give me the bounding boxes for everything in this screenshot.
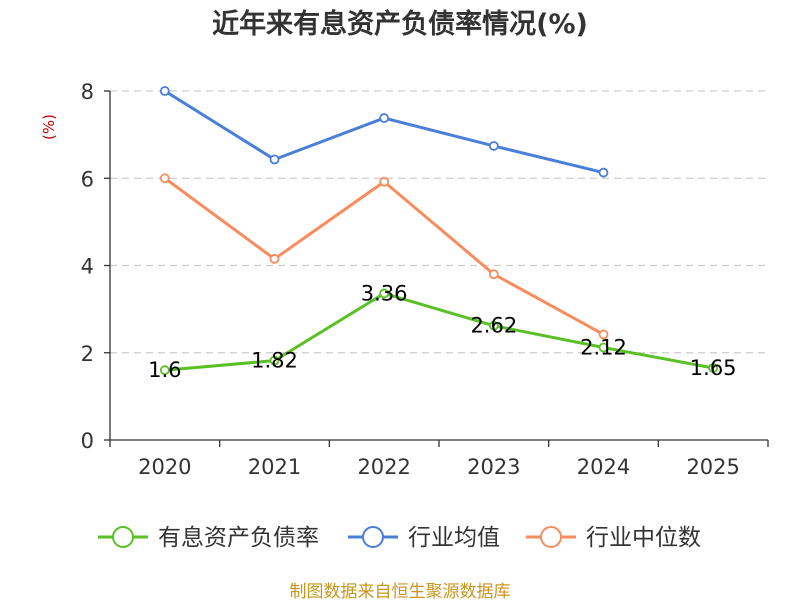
data-labels: 1.6 1.82 3.36 2.62 2.12 1.65 bbox=[148, 281, 736, 382]
data-point bbox=[159, 173, 170, 184]
data-point bbox=[379, 176, 390, 187]
data-point bbox=[488, 269, 499, 280]
y-tick-label: 4 bbox=[81, 255, 94, 279]
data-point bbox=[598, 167, 609, 178]
legend-item-2[interactable]: 行业中位数 bbox=[526, 525, 701, 551]
data-label: 2.62 bbox=[470, 314, 517, 338]
data-point bbox=[379, 113, 390, 123]
y-axis-unit: (%) bbox=[40, 114, 58, 140]
data-label: 2.12 bbox=[580, 336, 627, 360]
axes: 0 2 4 6 8 2020 2021 2022 2023 2024 2025 bbox=[81, 80, 769, 479]
y-tick-label: 8 bbox=[81, 80, 94, 104]
x-tick-label: 2021 bbox=[248, 455, 301, 479]
data-point bbox=[159, 86, 170, 96]
series-line-2 bbox=[163, 177, 605, 336]
x-tick-label: 2020 bbox=[138, 455, 191, 479]
legend-label: 行业均值 bbox=[408, 525, 500, 551]
legend-item-1[interactable]: 行业均值 bbox=[348, 525, 500, 551]
data-label: 1.6 bbox=[148, 358, 181, 382]
legend-label: 行业中位数 bbox=[586, 525, 701, 551]
data-label: 3.36 bbox=[361, 281, 408, 305]
y-tick-label: 6 bbox=[81, 167, 94, 191]
data-point bbox=[269, 254, 280, 264]
data-point bbox=[379, 288, 390, 299]
series-line-1 bbox=[164, 89, 604, 175]
data-label: 1.65 bbox=[690, 356, 737, 380]
data-point bbox=[598, 329, 609, 340]
x-tick-label: 2025 bbox=[686, 455, 739, 479]
data-point bbox=[159, 365, 170, 376]
data-point bbox=[269, 154, 280, 165]
legend-swatch-marker bbox=[362, 526, 384, 548]
data-point bbox=[488, 141, 499, 151]
source-note: 制图数据来自恒生聚源数据库 bbox=[290, 582, 511, 600]
y-tick-label: 0 bbox=[81, 429, 94, 453]
legend-swatch-marker bbox=[540, 526, 562, 548]
legend-swatch-marker bbox=[112, 526, 134, 548]
data-point bbox=[269, 355, 280, 366]
data-point bbox=[598, 342, 609, 353]
series bbox=[159, 86, 719, 376]
x-tick-label: 2023 bbox=[467, 455, 520, 479]
y-tick-label: 2 bbox=[81, 342, 94, 366]
data-label: 1.82 bbox=[251, 349, 298, 373]
chart-title: 近年来有息资产负债率情况(%) bbox=[212, 8, 588, 40]
legend-label: 有息资产负债率 bbox=[158, 525, 319, 551]
grid bbox=[110, 90, 768, 354]
x-tick-label: 2024 bbox=[577, 455, 630, 479]
legend[interactable]: 有息资产负债率 行业均值 行业中位数 bbox=[98, 525, 701, 551]
data-point bbox=[708, 363, 719, 373]
data-point bbox=[488, 320, 499, 331]
x-tick-label: 2022 bbox=[357, 455, 410, 479]
legend-item-0[interactable]: 有息资产负债率 bbox=[98, 525, 319, 551]
series-line-0 bbox=[164, 291, 714, 372]
